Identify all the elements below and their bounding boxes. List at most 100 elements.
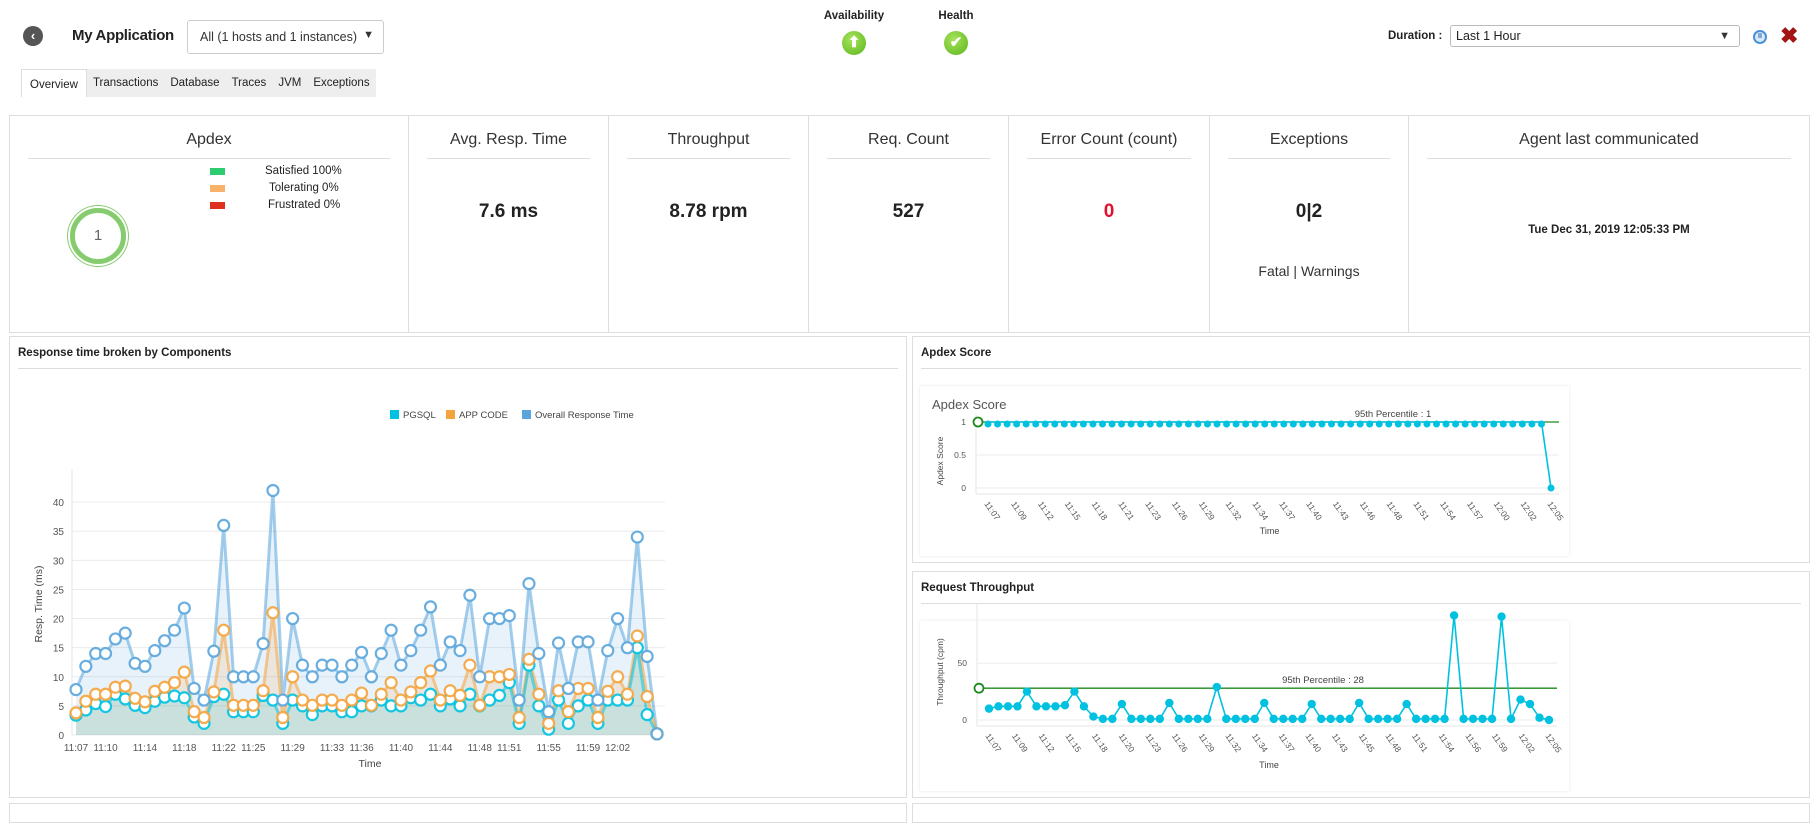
data-point: [98, 687, 113, 701]
response-time-panel-title: Response time broken by Components: [18, 347, 898, 369]
data-point: [1261, 420, 1269, 428]
x-tick-label: 11:33: [320, 743, 345, 754]
data-point: [167, 623, 182, 637]
x-tick-label: 11:18: [1090, 731, 1110, 754]
legend-label: APP CODE: [459, 410, 508, 421]
x-tick-label: 11:32: [1223, 731, 1243, 754]
x-tick-label: 11:43: [1331, 499, 1351, 522]
data-point: [1525, 699, 1535, 709]
data-point: [69, 706, 83, 720]
tab-transactions[interactable]: Transactions: [92, 77, 159, 89]
data-point: [217, 518, 231, 532]
close-icon[interactable]: ✖: [1780, 23, 1799, 48]
x-tick-label: 11:23: [1143, 499, 1163, 522]
data-point: [286, 611, 300, 626]
duration-label: Duration :: [1388, 30, 1443, 42]
apdex-score-ring: 1: [70, 208, 126, 264]
legend-label: Overall Response Time: [535, 410, 634, 421]
tab-overview[interactable]: Overview: [21, 69, 87, 97]
data-point: [551, 636, 566, 650]
data-point: [1518, 420, 1526, 428]
data-point: [473, 698, 487, 712]
tab-database[interactable]: Database: [170, 77, 220, 89]
data-point: [1385, 420, 1393, 428]
data-point: [1013, 702, 1022, 711]
duration-select[interactable]: Last 1 Hour ▼: [1450, 25, 1740, 47]
data-point: [69, 682, 83, 697]
avg-resp-card: Avg. Resp. Time 7.6 ms: [409, 116, 609, 332]
data-point: [1203, 714, 1212, 724]
data-point: [404, 643, 418, 658]
x-tick-label: 11:22: [212, 743, 237, 754]
data-point: [1060, 420, 1068, 428]
data-point: [1203, 420, 1211, 428]
bottom-right-panel: [912, 803, 1810, 823]
app-title: My Application: [72, 27, 174, 44]
data-point: [1137, 420, 1145, 428]
y-axis-label: Throughput (cpm): [935, 638, 945, 706]
dropdown-arrow-icon: ▼: [363, 29, 374, 41]
apdex-title: Apdex: [28, 131, 390, 159]
data-point: [276, 710, 290, 725]
tab-traces[interactable]: Traces: [231, 77, 267, 89]
data-point: [1404, 420, 1412, 428]
pause-icon[interactable]: II: [1753, 30, 1767, 44]
data-point: [1499, 420, 1507, 428]
data-point: [1402, 699, 1411, 709]
data-point: [561, 705, 575, 719]
frustrated-label: Frustrated 0%: [268, 199, 341, 211]
data-point: [1260, 698, 1269, 708]
data-point: [1497, 612, 1506, 621]
error-count-value: 0: [1103, 201, 1115, 222]
data-point: [187, 705, 201, 719]
y-tick-label: 40: [53, 498, 65, 509]
data-point: [335, 670, 349, 684]
back-button[interactable]: ‹: [23, 26, 43, 46]
agent-card: Agent last communicated Tue Dec 31, 2019 …: [1409, 116, 1809, 332]
y-tick-label: 10: [53, 673, 65, 684]
data-point: [620, 641, 635, 655]
data-point: [1364, 714, 1373, 724]
x-tick-label: 11:55: [537, 743, 562, 754]
req-count-title: Req. Count: [827, 131, 990, 159]
x-tick-label: 11:51: [1410, 731, 1430, 754]
data-point: [433, 658, 447, 672]
x-axis-label: Time: [1259, 760, 1279, 770]
data-point: [1432, 420, 1440, 428]
data-point: [256, 636, 270, 651]
data-point: [197, 710, 211, 725]
data-point: [266, 483, 280, 498]
data-point: [561, 681, 575, 696]
data-point: [1175, 420, 1183, 428]
data-point: [217, 623, 231, 637]
data-point: [1022, 420, 1030, 428]
duration-value: Last 1 Hour: [1456, 29, 1521, 43]
host-instance-select[interactable]: All (1 hosts and 1 instances) ▼: [187, 20, 384, 54]
tolerating-label: Tolerating 0%: [269, 182, 339, 194]
error-count-title: Error Count (count): [1027, 131, 1191, 159]
tab-jvm[interactable]: JVM: [278, 77, 302, 89]
data-point: [611, 670, 625, 684]
x-tick-label: 11:21: [1116, 499, 1136, 522]
data-point: [1251, 420, 1259, 428]
data-point: [1213, 420, 1221, 428]
request-throughput-panel-title: Request Throughput: [921, 582, 1801, 604]
tab-exceptions[interactable]: Exceptions: [313, 77, 370, 89]
data-point: [1223, 420, 1231, 428]
data-point: [1241, 714, 1250, 724]
data-point: [1452, 420, 1460, 428]
req-count-value: 527: [892, 201, 925, 222]
data-point: [1535, 713, 1544, 722]
data-point: [512, 693, 526, 707]
exceptions-value: 0|2: [1295, 201, 1323, 222]
throughput-value: 8.78 rpm: [669, 201, 748, 222]
data-point: [79, 659, 93, 673]
data-point: [414, 623, 428, 637]
exceptions-card: Exceptions 0|2 Fatal | Warnings: [1210, 116, 1409, 332]
apdex-score-panel-title: Apdex Score: [921, 347, 1801, 369]
x-tick-label: 11:09: [1009, 499, 1029, 522]
data-point: [591, 693, 605, 707]
y-tick-label: 25: [53, 585, 65, 596]
data-point: [640, 649, 654, 663]
avg-resp-value: 7.6 ms: [478, 201, 539, 222]
